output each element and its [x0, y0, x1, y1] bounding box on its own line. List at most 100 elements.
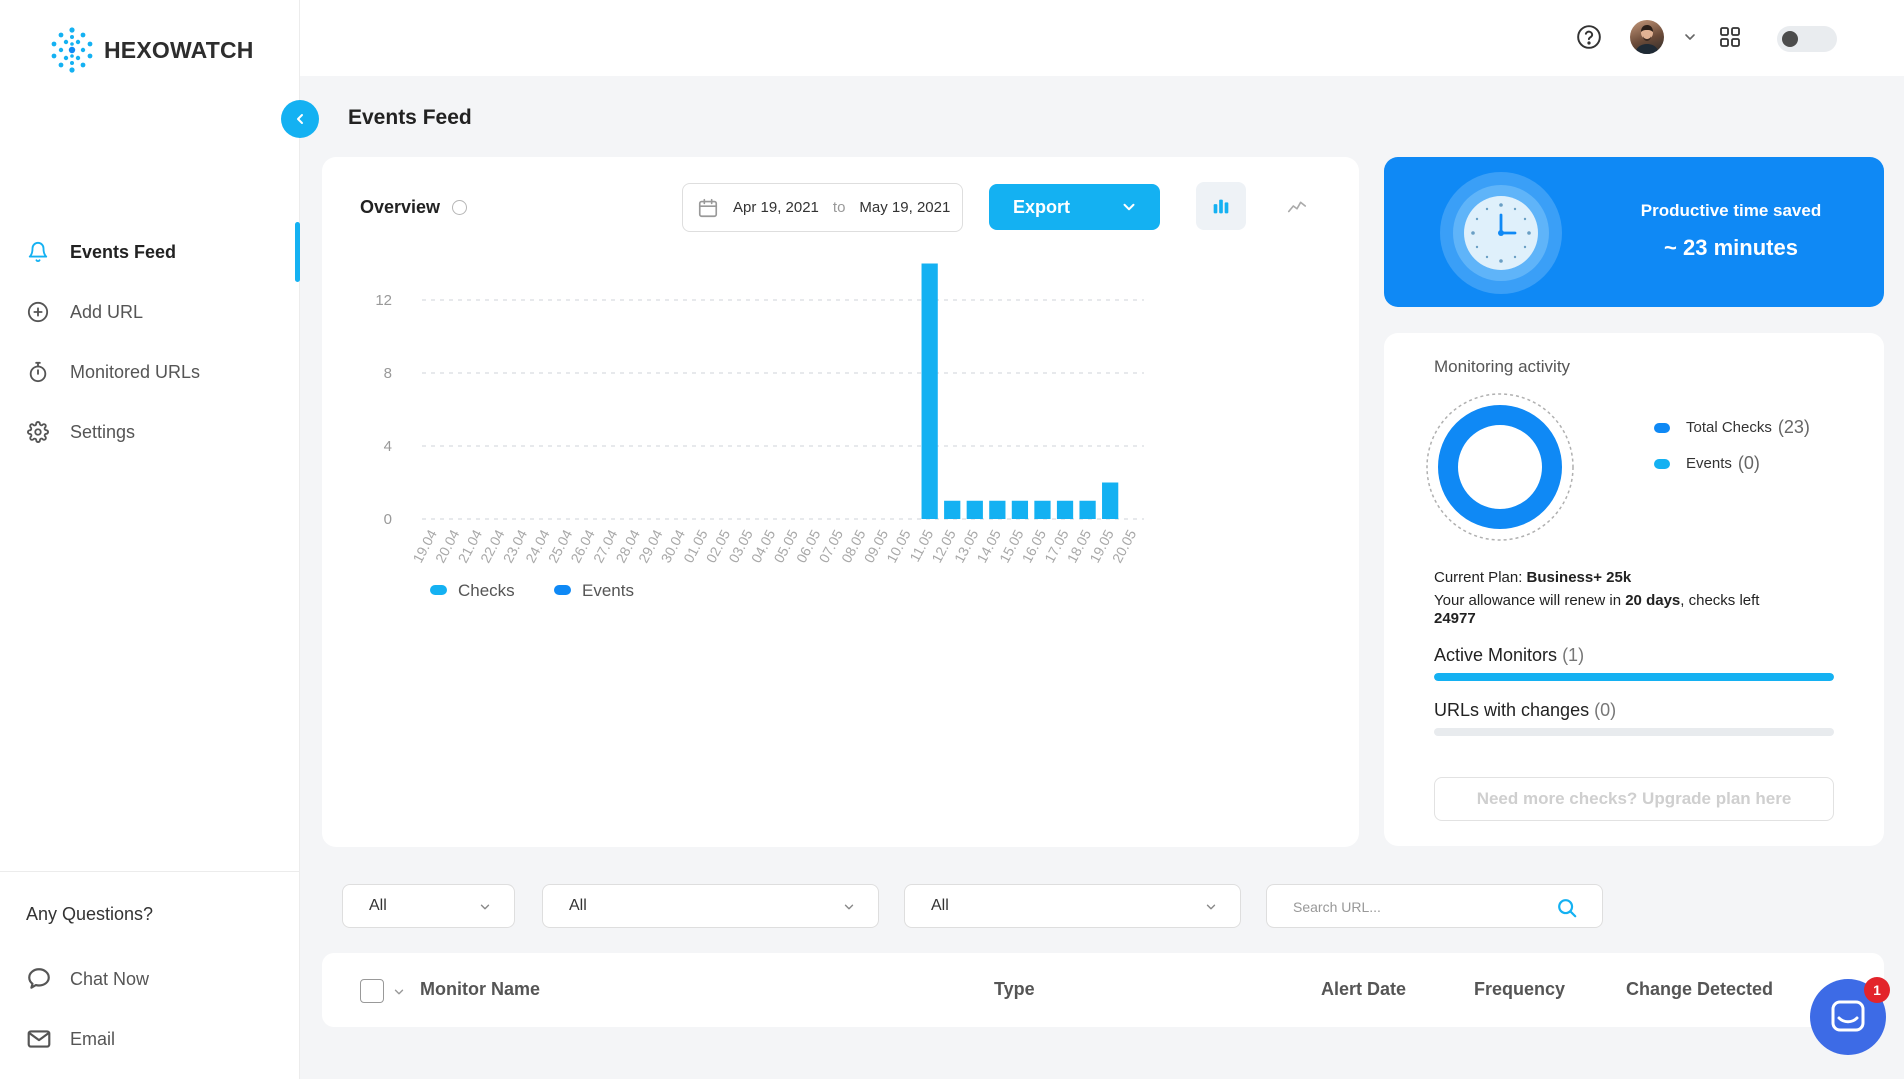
- legend-events: Events (0): [1654, 453, 1760, 474]
- sidebar-item-add-url[interactable]: Add URL: [0, 282, 300, 342]
- legend-count: (23): [1777, 417, 1810, 437]
- search-input[interactable]: [1293, 895, 1553, 919]
- apps-grid-icon[interactable]: [1715, 22, 1745, 52]
- bar-checks-12.05: [944, 500, 961, 519]
- current-plan: Current Plan: Business+ 25k: [1434, 568, 1854, 587]
- gear-icon: [26, 420, 50, 444]
- overview-card: Overview Apr 19, 2021 to May 19, 2021 Ex…: [322, 157, 1359, 847]
- mail-icon: [26, 1026, 52, 1052]
- productive-value: ~ 23 minutes: [1664, 235, 1798, 260]
- info-icon[interactable]: [452, 200, 468, 215]
- x-tick-label: 20.05: [1109, 527, 1140, 566]
- filter-value: All: [369, 897, 387, 914]
- avatar[interactable]: [1630, 20, 1664, 54]
- email-link[interactable]: Email: [0, 1009, 300, 1069]
- filter-select-2[interactable]: All: [542, 884, 879, 928]
- chat-now-link[interactable]: Chat Now: [0, 949, 300, 1009]
- select-all-checkbox[interactable]: [360, 979, 384, 1003]
- search-icon[interactable]: [1556, 897, 1578, 919]
- sidebar-item-label: Monitored URLs: [70, 361, 201, 382]
- bar-checks-19.05: [1102, 482, 1119, 519]
- bar-chart-toggle[interactable]: [1196, 182, 1246, 230]
- bar-checks-15.05: [1011, 500, 1029, 519]
- plan-name: Business+ 25k: [1526, 569, 1632, 586]
- legend-swatch: [1654, 458, 1670, 469]
- legend-swatch: [1654, 422, 1670, 433]
- stopwatch-icon: [26, 360, 50, 384]
- monitoring-activity-card: Monitoring activity Total Checks (23) Ev…: [1384, 333, 1884, 846]
- legend-label-events: Events: [582, 581, 634, 600]
- chevron-down-icon[interactable]: [392, 985, 406, 999]
- bar-checks-18.05: [1079, 500, 1096, 519]
- y-tick-label: 8: [384, 365, 392, 382]
- column-alert-date[interactable]: Alert Date: [1321, 979, 1407, 999]
- chat-notification-badge: 1: [1864, 977, 1890, 1003]
- column-monitor-name[interactable]: Monitor Name: [420, 979, 541, 999]
- column-frequency[interactable]: Frequency: [1474, 979, 1566, 999]
- legend-count: (0): [1737, 453, 1760, 473]
- sidebar: HEXOWATCH Events Feed Add URL Monitored …: [0, 0, 300, 1079]
- help-icon[interactable]: [1574, 22, 1604, 52]
- chevron-down-icon: [1123, 203, 1135, 211]
- filter-value: All: [569, 897, 587, 914]
- chat-icon: [26, 966, 52, 992]
- page-title: Events Feed: [348, 106, 472, 129]
- y-tick-label: 0: [384, 511, 392, 528]
- date-range-picker[interactable]: Apr 19, 2021 to May 19, 2021: [682, 183, 963, 232]
- y-tick-label: 4: [384, 438, 392, 455]
- search-box: [1266, 884, 1603, 928]
- bar-checks-17.05: [1056, 500, 1074, 519]
- checks-left: 24977: [1434, 610, 1476, 627]
- logo[interactable]: HEXOWATCH: [48, 26, 254, 74]
- line-chart-toggle[interactable]: [1272, 182, 1322, 230]
- allowance-prefix: Your allowance will renew in: [1434, 592, 1622, 609]
- filter-select-3[interactable]: All: [904, 884, 1241, 928]
- chevron-down-icon[interactable]: [1675, 22, 1705, 52]
- plan-label: Current Plan:: [1434, 569, 1523, 586]
- bar-checks-11.05: [921, 263, 938, 519]
- column-type[interactable]: Type: [994, 979, 1035, 999]
- date-to: May 19, 2021: [859, 199, 951, 216]
- sidebar-item-label: Settings: [70, 421, 136, 442]
- export-button[interactable]: Export: [989, 184, 1160, 230]
- line-chart-icon: [1287, 201, 1307, 213]
- help-title: Any Questions?: [26, 904, 154, 924]
- active-monitors-label: Active Monitors (1): [1434, 645, 1584, 666]
- urls-changes-progress: [1434, 728, 1834, 736]
- clock-face: [1464, 196, 1538, 270]
- sidebar-item-events-feed[interactable]: Events Feed: [0, 222, 300, 282]
- legend-swatch-checks: [430, 585, 447, 595]
- toggle-knob: [1782, 31, 1798, 47]
- legend-label: Total Checks: [1686, 419, 1772, 436]
- donut-checks-segment: [1438, 405, 1562, 529]
- chat-now-label: Chat Now: [70, 968, 150, 989]
- productive-text: Productive time saved ~ 23 minutes: [1606, 201, 1856, 261]
- overview-title-text: Overview: [360, 197, 441, 217]
- chevron-down-icon: [844, 904, 854, 910]
- legend-swatch-events: [554, 585, 571, 595]
- table-header: Monitor Name Type Alert Date Frequency C…: [322, 953, 1884, 1027]
- filter-value: All: [931, 897, 949, 914]
- urls-changes-label: URLs with changes (0): [1434, 700, 1616, 721]
- chat-bubble-icon: [1831, 1000, 1865, 1032]
- allowance-text: Your allowance will renew in 20 days, ch…: [1434, 592, 1834, 628]
- productive-label: Productive time saved: [1640, 201, 1822, 220]
- sidebar-item-settings[interactable]: Settings: [0, 402, 300, 462]
- hexowatch-logo-icon: [51, 27, 93, 73]
- legend-label: Events: [1686, 455, 1732, 472]
- active-monitors-progress-fill: [1434, 673, 1834, 681]
- active-monitors-progress: [1434, 673, 1834, 681]
- collapse-sidebar-button[interactable]: [281, 100, 319, 138]
- clock-icon: [1471, 203, 1531, 263]
- filter-select-1[interactable]: All: [342, 884, 515, 928]
- sidebar-item-label: Add URL: [70, 301, 144, 322]
- column-change-detected[interactable]: Change Detected: [1626, 979, 1774, 999]
- bar-checks-16.05: [1034, 500, 1051, 519]
- upgrade-plan-button[interactable]: Need more checks? Upgrade plan here: [1434, 777, 1834, 821]
- theme-toggle[interactable]: [1777, 26, 1837, 52]
- donut-outer-ring: [1426, 393, 1574, 541]
- monitoring-title: Monitoring activity: [1434, 357, 1571, 376]
- export-label: Export: [1013, 196, 1071, 217]
- sidebar-item-monitored-urls[interactable]: Monitored URLs: [0, 342, 300, 402]
- allowance-mid: , checks left: [1680, 592, 1760, 609]
